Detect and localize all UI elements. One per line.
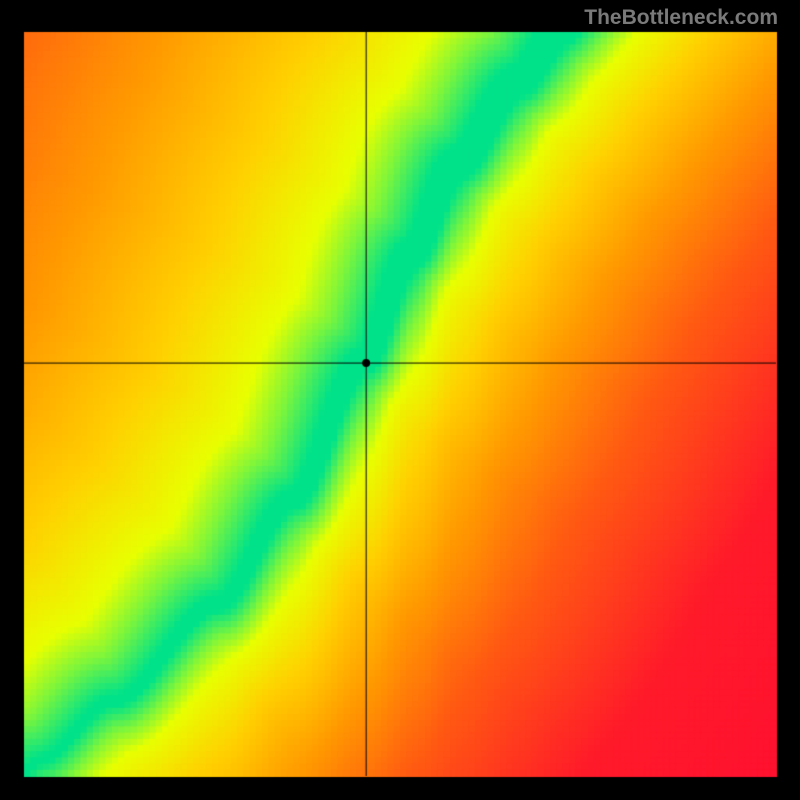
- chart-container: TheBottleneck.com: [0, 0, 800, 800]
- bottleneck-heatmap: [0, 0, 800, 800]
- watermark-text: TheBottleneck.com: [584, 6, 778, 30]
